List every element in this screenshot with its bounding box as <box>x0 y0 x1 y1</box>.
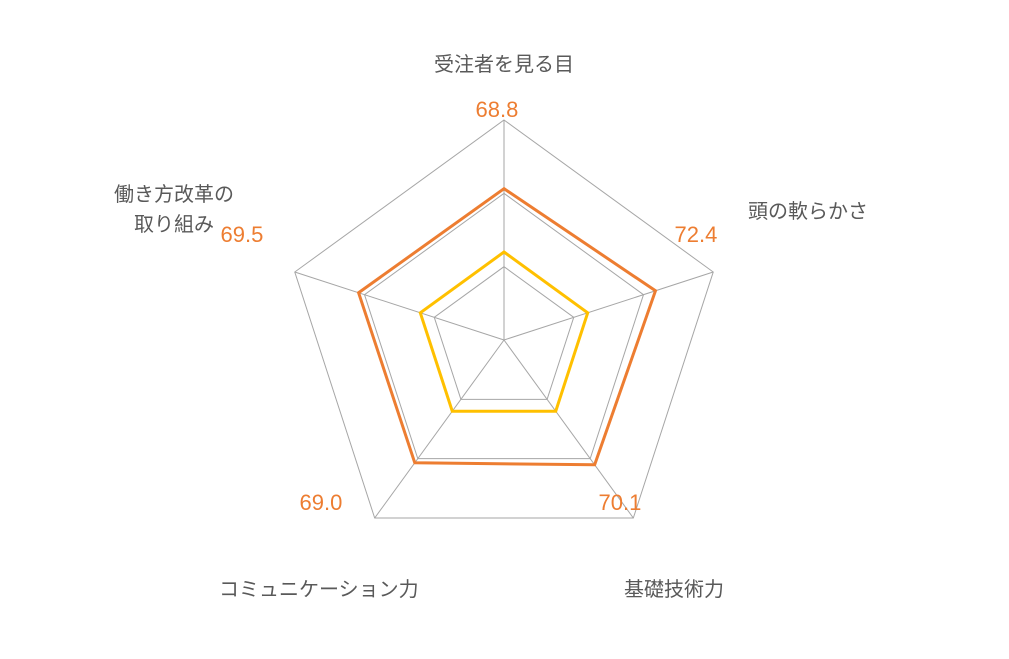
radar-value-label: 68.8 <box>476 97 519 123</box>
radar-chart: 68.872.470.169.069.5受注者を見る目頭の軟らかさ基礎技術力コミ… <box>0 0 1009 659</box>
radar-axis-label: 基礎技術力 <box>624 575 724 605</box>
radar-axis-label: コミュニケーション力 <box>219 575 419 605</box>
radar-value-label: 72.4 <box>675 222 718 248</box>
radar-value-label: 70.1 <box>599 490 642 516</box>
radar-axis-label: 受注者を見る目 <box>434 50 574 80</box>
radar-series-outer <box>359 189 656 465</box>
radar-value-label: 69.0 <box>300 490 343 516</box>
radar-axis-label: 頭の軟らかさ <box>748 197 868 227</box>
radar-axis-label: 働き方改革の 取り組み <box>114 180 234 240</box>
